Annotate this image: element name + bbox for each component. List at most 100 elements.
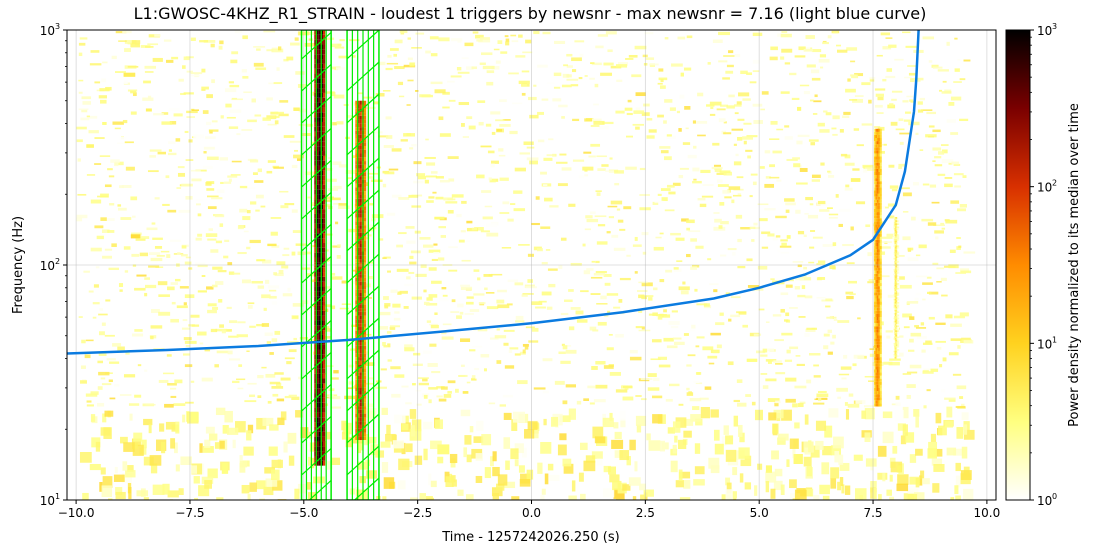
noise-pixel bbox=[224, 239, 230, 243]
noise-pixel bbox=[775, 215, 787, 219]
noise-pixel bbox=[785, 284, 793, 288]
power-pixel bbox=[314, 330, 317, 335]
noise-pixel bbox=[727, 361, 734, 366]
power-pixel bbox=[320, 242, 324, 248]
noise-pixel bbox=[881, 246, 891, 249]
noise-pixel bbox=[799, 167, 808, 172]
noise-pixel bbox=[78, 42, 86, 46]
noise-pixel bbox=[331, 272, 336, 276]
noise-pixel bbox=[780, 484, 785, 495]
power-pixel bbox=[878, 360, 881, 364]
noise-pixel bbox=[675, 417, 687, 428]
noise-pixel bbox=[528, 340, 539, 343]
noise-pixel bbox=[247, 382, 257, 385]
noise-pixel bbox=[660, 188, 671, 191]
power-pixel bbox=[879, 264, 882, 268]
noise-pixel bbox=[147, 95, 152, 99]
noise-pixel bbox=[660, 79, 664, 83]
noise-pixel bbox=[813, 494, 820, 500]
noise-pixel bbox=[907, 494, 918, 500]
noise-pixel bbox=[888, 361, 900, 366]
noise-pixel bbox=[435, 176, 444, 179]
noise-pixel bbox=[720, 221, 729, 225]
noise-pixel bbox=[239, 462, 246, 473]
noise-pixel bbox=[692, 264, 700, 268]
noise-pixel bbox=[805, 328, 816, 332]
noise-pixel bbox=[295, 410, 303, 418]
power-pixel bbox=[355, 119, 358, 124]
power-pixel bbox=[320, 136, 324, 142]
noise-pixel bbox=[434, 312, 438, 315]
noise-pixel bbox=[345, 170, 356, 174]
noise-pixel bbox=[757, 265, 768, 270]
noise-pixel bbox=[686, 392, 694, 396]
noise-pixel bbox=[916, 335, 927, 339]
noise-pixel bbox=[520, 473, 531, 484]
power-pixel bbox=[879, 242, 882, 247]
noise-pixel bbox=[804, 414, 809, 425]
noise-pixel bbox=[566, 78, 579, 81]
power-pixel bbox=[878, 394, 881, 398]
noise-pixel bbox=[595, 361, 606, 365]
power-pixel bbox=[873, 205, 876, 209]
power-pixel bbox=[323, 233, 326, 239]
noise-pixel bbox=[816, 263, 826, 265]
noise-pixel bbox=[728, 318, 732, 322]
noise-pixel bbox=[945, 314, 953, 319]
noise-pixel bbox=[383, 145, 395, 148]
noise-pixel bbox=[131, 232, 142, 236]
power-pixel bbox=[359, 198, 362, 203]
power-pixel bbox=[320, 315, 324, 321]
noise-pixel bbox=[458, 239, 465, 243]
noise-pixel bbox=[600, 72, 613, 76]
noise-pixel bbox=[814, 94, 818, 98]
noise-pixel bbox=[686, 227, 691, 231]
noise-pixel bbox=[77, 193, 87, 196]
noise-pixel bbox=[670, 325, 679, 329]
noise-pixel bbox=[620, 418, 626, 428]
power-pixel bbox=[323, 194, 326, 200]
noise-pixel bbox=[322, 37, 335, 40]
power-pixel bbox=[873, 168, 876, 172]
power-pixel bbox=[878, 403, 881, 407]
noise-pixel bbox=[640, 378, 653, 380]
noise-pixel bbox=[917, 101, 923, 105]
noise-pixel bbox=[773, 480, 783, 491]
power-pixel bbox=[897, 223, 900, 225]
noise-pixel bbox=[566, 65, 573, 68]
x-tick-label: 2.5 bbox=[636, 506, 655, 520]
power-pixel bbox=[364, 368, 367, 373]
noise-pixel bbox=[940, 389, 946, 393]
noise-pixel bbox=[668, 383, 680, 387]
noise-pixel bbox=[627, 99, 632, 103]
noise-pixel bbox=[789, 438, 799, 449]
power-pixel bbox=[876, 193, 879, 197]
noise-pixel bbox=[406, 104, 411, 106]
noise-pixel bbox=[415, 90, 419, 92]
noise-pixel bbox=[807, 214, 819, 219]
noise-pixel bbox=[522, 447, 527, 458]
power-pixel bbox=[357, 360, 360, 365]
noise-pixel bbox=[137, 364, 142, 367]
noise-pixel bbox=[277, 46, 282, 51]
power-pixel bbox=[878, 295, 881, 299]
power-pixel bbox=[364, 308, 367, 312]
power-pixel bbox=[878, 252, 881, 256]
power-pixel bbox=[879, 239, 882, 243]
noise-pixel bbox=[144, 65, 157, 69]
power-pixel bbox=[873, 384, 876, 388]
power-pixel bbox=[359, 259, 362, 263]
noise-pixel bbox=[622, 484, 631, 491]
noise-pixel bbox=[818, 58, 830, 63]
power-pixel bbox=[357, 289, 360, 293]
noise-pixel bbox=[306, 291, 315, 296]
power-pixel bbox=[314, 218, 317, 224]
noise-pixel bbox=[257, 374, 264, 379]
power-pixel bbox=[873, 221, 876, 225]
power-pixel bbox=[316, 165, 319, 171]
noise-pixel bbox=[294, 488, 300, 500]
power-pixel bbox=[879, 252, 882, 256]
power-pixel bbox=[878, 153, 881, 157]
noise-pixel bbox=[646, 135, 655, 139]
noise-pixel bbox=[218, 299, 223, 303]
